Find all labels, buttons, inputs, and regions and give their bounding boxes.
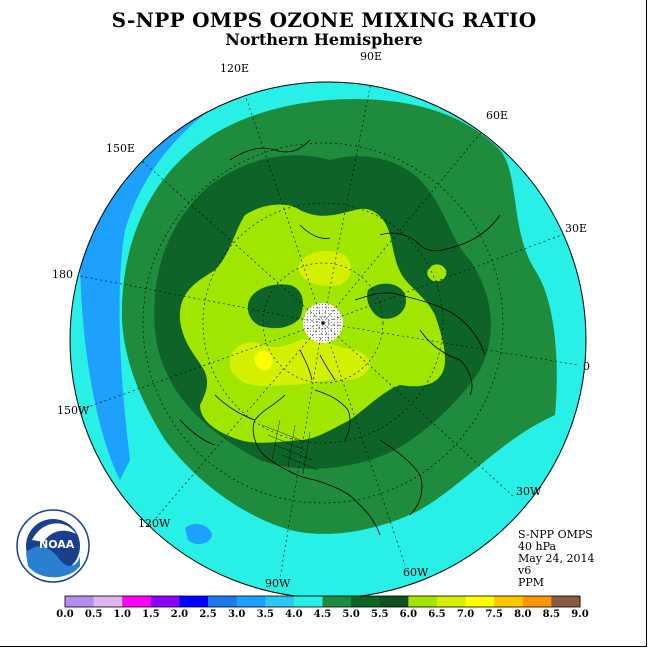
colorbar-tick-label: 2.5 xyxy=(199,609,217,620)
colorbar-segment xyxy=(293,596,323,607)
colorbar-tick-label: 8.5 xyxy=(542,609,561,620)
lon-label-150w: 150W xyxy=(57,404,90,417)
colorbar-segment xyxy=(379,596,409,607)
map-title: S-NPP OMPS OZONE MIXING RATIO xyxy=(111,8,537,32)
colorbar-tick-label: 3.0 xyxy=(227,609,246,620)
colorbar-segment xyxy=(179,596,209,607)
lon-label-60w: 60W xyxy=(403,566,429,579)
lon-label-90w: 90W xyxy=(265,577,291,590)
lon-label-30w: 30W xyxy=(516,485,542,498)
lon-label-180: 180 xyxy=(52,268,73,281)
colorbar-segment xyxy=(522,596,552,607)
info-level: 40 hPa xyxy=(518,540,557,553)
lon-label-90e: 90E xyxy=(360,50,383,63)
colorbar-tick-label: 8.0 xyxy=(514,609,532,620)
colorbar-segment xyxy=(236,596,266,607)
map-subtitle: Northern Hemisphere xyxy=(225,30,423,49)
ozone-level-4-5 xyxy=(247,284,303,329)
coastlines xyxy=(179,139,501,536)
colorbar-segment xyxy=(93,596,123,607)
colorbar-tick-label: 5.0 xyxy=(342,609,360,620)
state-borders xyxy=(261,419,319,475)
ozone-level-5-0 xyxy=(427,264,447,282)
colorbar-segment xyxy=(122,596,152,607)
colorbar-segment xyxy=(65,596,95,607)
colorbar-segment xyxy=(436,596,467,607)
lon-label-150e: 150E xyxy=(106,142,136,155)
ozone-level-5-5 xyxy=(298,250,352,287)
colorbar-segment xyxy=(351,596,381,607)
colorbar-tick-label: 0.5 xyxy=(84,609,103,620)
lon-label-60e: 60E xyxy=(486,109,509,122)
colorbar-tick-label: 1.5 xyxy=(142,609,160,620)
colorbar-tick-label: 2.0 xyxy=(170,609,189,620)
lon-label-120e: 120E xyxy=(220,62,250,75)
colorbar-segment xyxy=(265,596,295,607)
graticule xyxy=(74,82,579,579)
colorbar xyxy=(64,595,581,608)
colorbar-tick-label: 0.0 xyxy=(56,609,74,620)
info-version: v6 xyxy=(518,564,532,577)
info-instrument: S-NPP OMPS xyxy=(518,528,593,541)
ozone-level-5-5 xyxy=(229,338,370,386)
noaa-logo-text: NOAA xyxy=(39,538,75,551)
colorbar-tick-label: 7.5 xyxy=(485,609,503,620)
colorbar-tick-label: 5.5 xyxy=(371,609,389,620)
colorbar-tick-label: 6.5 xyxy=(428,609,446,620)
colorbar-segment xyxy=(208,596,238,607)
colorbar-tick-label: 9.0 xyxy=(571,609,589,620)
colorbar-segment xyxy=(465,596,495,607)
lon-label-120w: 120W xyxy=(138,517,171,530)
colorbar-segment xyxy=(150,596,180,607)
colorbar-border xyxy=(64,595,581,608)
colorbar-tick-label: 6.0 xyxy=(399,609,418,620)
colorbar-segment xyxy=(408,596,438,607)
colorbar-segment xyxy=(494,596,524,607)
colorbar-tick-label: 1.0 xyxy=(113,609,131,620)
colorbar-segment xyxy=(322,596,352,607)
ozone-level-3-0 xyxy=(185,524,212,545)
colorbar-tick-label: 4.5 xyxy=(313,609,332,620)
lon-label-0: 0 xyxy=(583,360,590,373)
colorbar-segment xyxy=(551,596,581,607)
colorbar-tick-label: 7.0 xyxy=(456,609,475,620)
colorbar-tick-label: 4.0 xyxy=(285,609,303,620)
colorbar-tick-label: 3.5 xyxy=(256,609,274,620)
info-units: PPM xyxy=(518,576,545,589)
info-date: May 24, 2014 xyxy=(518,552,595,565)
ozone-level-4-5 xyxy=(367,283,406,319)
ozone-level-6-0 xyxy=(254,350,273,371)
lon-label-30e: 30E xyxy=(565,222,588,235)
